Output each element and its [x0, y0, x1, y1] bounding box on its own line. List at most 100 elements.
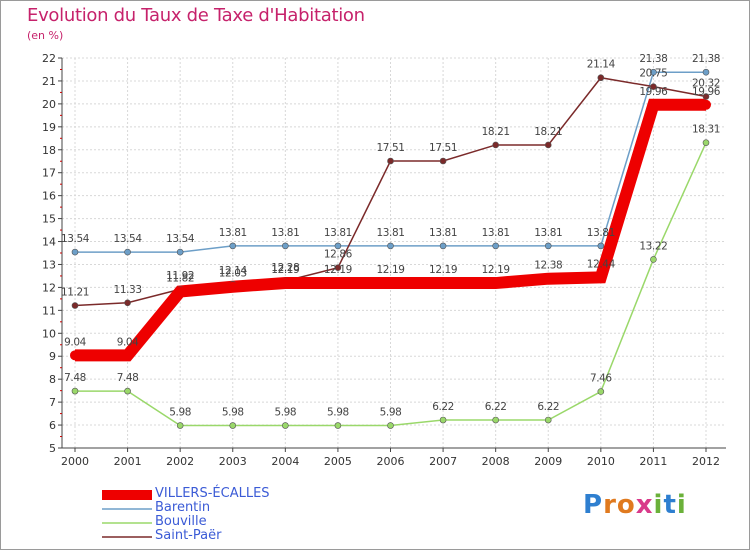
data-label: 21.38 [692, 53, 720, 65]
data-point [175, 286, 186, 297]
y-tick-label: 18 [42, 144, 56, 157]
data-point [490, 278, 501, 289]
data-point [387, 422, 394, 429]
data-label: 13.22 [639, 240, 667, 252]
legend-label: Barentin [155, 500, 211, 515]
data-point [597, 242, 605, 250]
plot-area [62, 58, 726, 448]
data-label: 12.19 [429, 264, 457, 276]
logo-letter: o [616, 490, 636, 520]
data-point [387, 242, 394, 250]
data-label: 13.81 [482, 227, 510, 239]
x-tick-label: 2007 [429, 455, 457, 468]
legend-label: VILLERS-ÉCALLES [155, 486, 270, 501]
data-label: 13.81 [271, 227, 299, 239]
data-point [332, 278, 343, 289]
data-point [229, 242, 237, 250]
data-label: 6.22 [537, 401, 559, 413]
data-label: 7.48 [117, 372, 139, 384]
data-point [597, 388, 605, 395]
data-point [282, 242, 289, 250]
data-label: 6.22 [432, 401, 454, 413]
data-point [701, 99, 711, 110]
data-label: 18.31 [692, 124, 720, 136]
data-label: 5.98 [327, 407, 349, 419]
y-tick-label: 21 [42, 75, 56, 88]
data-label: 11.21 [61, 287, 89, 299]
x-tick-label: 2000 [61, 455, 89, 468]
data-point [544, 242, 552, 250]
data-label: 12.44 [587, 258, 616, 270]
data-point [71, 387, 79, 395]
data-label: 13.81 [587, 227, 615, 239]
data-label: 12.14 [219, 265, 248, 277]
data-point [385, 278, 396, 289]
data-label: 18.21 [482, 126, 510, 138]
y-tick-label: 11 [42, 304, 56, 317]
data-label: 13.54 [114, 233, 143, 245]
y-tick-label: 5 [49, 442, 56, 455]
x-tick-label: 2009 [534, 455, 562, 468]
data-point [124, 248, 131, 256]
data-label: 17.51 [429, 142, 457, 154]
x-tick-label: 2011 [639, 455, 667, 468]
logo-letter: t [663, 490, 677, 520]
data-point [492, 141, 499, 149]
data-point [176, 422, 184, 429]
data-point [648, 99, 659, 110]
data-label: 12.19 [376, 264, 404, 276]
data-point [122, 350, 133, 361]
data-label: 12.28 [271, 262, 299, 274]
data-point [650, 68, 657, 76]
data-label: 5.98 [380, 407, 402, 419]
data-label: 6.22 [485, 401, 507, 413]
data-label: 19.96 [692, 86, 721, 98]
data-label: 12.86 [324, 249, 353, 261]
data-point [334, 242, 342, 250]
data-point [650, 256, 657, 263]
data-label: 20.32 [692, 78, 720, 90]
chart-title: Evolution du Taux de Taxe d'Habitation [27, 5, 365, 26]
data-point [229, 422, 237, 429]
data-point [702, 139, 710, 146]
data-label: 13.81 [376, 227, 404, 239]
data-point [595, 272, 606, 283]
data-label: 19.96 [639, 86, 668, 98]
data-point [282, 422, 289, 429]
data-label: 13.54 [166, 233, 195, 245]
logo-letter: x [635, 490, 654, 520]
data-point [438, 278, 449, 289]
data-point [176, 248, 184, 256]
y-tick-label: 16 [42, 190, 56, 203]
data-point [227, 281, 238, 292]
data-point [334, 264, 342, 271]
y-tick-label: 20 [42, 98, 56, 111]
y-tick-label: 14 [42, 236, 56, 249]
data-label: 9.04 [117, 336, 139, 348]
data-label: 12.19 [482, 264, 510, 276]
y-tick-label: 10 [42, 327, 56, 340]
data-label: 18.21 [534, 126, 562, 138]
y-tick-label: 15 [42, 213, 56, 226]
logo-letter: P [583, 490, 604, 520]
data-label: 13.81 [429, 227, 457, 239]
data-label: 5.98 [169, 407, 191, 419]
y-tick-label: 12 [42, 281, 56, 294]
data-label: 5.98 [274, 407, 296, 419]
logo-letter: i [676, 490, 687, 520]
data-point [439, 157, 447, 165]
x-tick-label: 2002 [166, 455, 194, 468]
data-label: 13.81 [324, 227, 352, 239]
data-point [702, 68, 710, 76]
legend-label: Bouville [155, 514, 207, 529]
data-label: 20.75 [639, 68, 667, 80]
data-label: 11.92 [166, 270, 194, 282]
data-point [544, 141, 552, 149]
data-point [492, 416, 499, 424]
data-point [70, 350, 80, 361]
data-label: 13.54 [61, 233, 90, 245]
data-point [334, 422, 342, 429]
data-label: 11.33 [114, 284, 142, 296]
data-label: 12.19 [271, 264, 299, 276]
data-point [543, 273, 554, 284]
